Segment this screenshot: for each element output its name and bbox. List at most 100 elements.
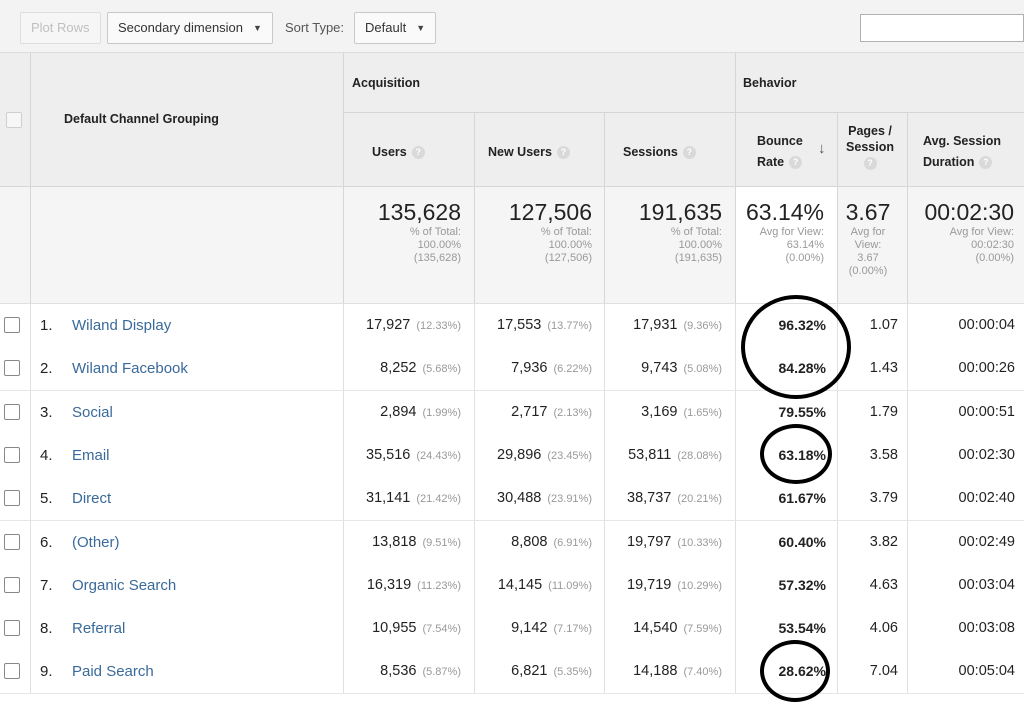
report-toolbar: Plot Rows Secondary dimension ▼ Sort Type… — [0, 0, 1024, 53]
channel-link[interactable]: Organic Search — [72, 576, 177, 594]
new-users-column-header[interactable]: New Users? — [488, 145, 570, 159]
help-icon[interactable]: ? — [411, 146, 425, 159]
bounce-rate-cell: 79.55% — [778, 403, 826, 420]
behavior-group-header: Behavior — [743, 76, 797, 90]
pages-session-cell: 3.58 — [869, 446, 898, 463]
table-row: 1. Wiland Display 17,927 (12.33%) 17,553 (13.… — [0, 304, 1024, 348]
row-number: 3. — [40, 403, 53, 421]
help-icon[interactable]: ? — [682, 146, 696, 159]
row-number: 6. — [40, 533, 53, 551]
channel-link[interactable]: Email — [72, 446, 110, 464]
plot-rows-button[interactable]: Plot Rows — [20, 12, 101, 44]
channel-link[interactable]: Referral — [72, 620, 126, 638]
row-checkbox[interactable] — [4, 576, 20, 593]
total-users: 135,628 % of Total: 100.00% (135,628) — [377, 199, 461, 264]
select-all-checkbox[interactable] — [6, 112, 22, 128]
row-checkbox[interactable] — [4, 403, 20, 420]
channel-link[interactable]: Wiland Facebook — [72, 360, 188, 378]
channel-link[interactable]: Social — [72, 403, 113, 421]
caret-down-icon: ▼ — [416, 23, 426, 33]
row-checkbox[interactable] — [4, 620, 20, 637]
row-checkbox[interactable] — [4, 446, 20, 463]
row-number: 2. — [40, 360, 53, 378]
pages-session-cell: 3.79 — [869, 490, 898, 507]
channel-link[interactable]: (Other) — [72, 533, 120, 551]
new-users-cell: 30,488 (23.91%) — [497, 490, 592, 507]
new-users-cell: 14,145 (11.09%) — [497, 576, 592, 593]
sessions-cell: 17,931 (9.36%) — [633, 317, 722, 333]
channel-link[interactable]: Direct — [72, 490, 112, 508]
bounce-rate-cell: 53.54% — [778, 620, 826, 637]
users-cell: 10,955 (7.54%) — [372, 620, 461, 637]
help-icon[interactable]: ? — [863, 157, 877, 170]
users-cell: 16,319 (11.23%) — [366, 576, 461, 593]
sessions-column-header[interactable]: Sessions? — [623, 145, 696, 159]
users-cell: 2,894 (1.99%) — [380, 403, 461, 420]
new-users-cell: 7,936 (6.22%) — [511, 360, 592, 377]
row-number: 9. — [40, 663, 53, 681]
row-number: 7. — [40, 576, 53, 594]
users-cell: 8,252 (5.68%) — [380, 360, 461, 377]
bounce-rate-column-header[interactable]: Bounce Rate? — [757, 134, 803, 169]
table-header — [0, 53, 1024, 186]
row-checkbox[interactable] — [4, 663, 20, 680]
pages-session-cell: 1.07 — [869, 317, 898, 333]
pages-session-cell: 7.04 — [869, 663, 898, 680]
dimension-header[interactable]: Default Channel Grouping — [64, 112, 219, 126]
new-users-cell: 6,821 (5.35%) — [511, 663, 592, 680]
total-sessions: 191,635 % of Total: 100.00% (191,635) — [638, 199, 722, 264]
total-duration: 00:02:30 Avg for View: 00:02:30 (0.00%) — [924, 199, 1014, 264]
table-search-input[interactable] — [860, 14, 1024, 42]
duration-cell: 00:05:04 — [958, 663, 1015, 680]
annotation-circle — [760, 424, 832, 484]
help-icon[interactable]: ? — [789, 156, 803, 169]
row-checkbox[interactable] — [4, 360, 20, 377]
channel-link[interactable]: Wiland Display — [72, 317, 172, 334]
acquisition-group-header: Acquisition — [352, 76, 421, 90]
row-number: 1. — [40, 317, 53, 334]
help-icon[interactable]: ? — [556, 146, 570, 159]
table-row: 9. Paid Search 8,536 (5.87%) 6,821 (5.35%) 14,… — [0, 650, 1024, 695]
sort-descending-icon[interactable]: ↓ — [818, 140, 826, 157]
sessions-cell: 14,540 (7.59%) — [633, 620, 722, 637]
pages-session-cell: 3.82 — [869, 533, 898, 550]
secondary-dimension-dropdown[interactable]: Secondary dimension ▼ — [107, 12, 273, 44]
duration-cell: 00:02:40 — [958, 490, 1015, 507]
channel-link[interactable]: Paid Search — [72, 663, 154, 681]
bounce-rate-cell: 61.67% — [778, 490, 826, 507]
pages-session-cell: 1.79 — [869, 403, 898, 420]
bounce-rate-cell: 60.40% — [778, 533, 826, 550]
users-column-header[interactable]: Users? — [372, 145, 425, 159]
table-row: 5. Direct 31,141 (21.42%) 30,488 (23.91%) 38,7… — [0, 477, 1024, 522]
row-checkbox[interactable] — [4, 490, 20, 507]
sort-type-label: Sort Type: — [285, 20, 345, 35]
sessions-cell: 3,169 (1.65%) — [641, 403, 722, 420]
duration-cell: 00:03:04 — [958, 576, 1015, 593]
caret-down-icon: ▼ — [253, 23, 262, 33]
bounce-rate-cell: 57.32% — [778, 576, 826, 593]
duration-column-header[interactable]: Avg. Session Duration? — [923, 134, 1002, 169]
table-row: 2. Wiland Facebook 8,252 (5.68%) 7,936 (6.22%… — [0, 347, 1024, 392]
new-users-cell: 8,808 (6.91%) — [511, 533, 592, 550]
duration-cell: 00:02:49 — [958, 533, 1015, 550]
sessions-cell: 53,811 (28.08%) — [628, 446, 722, 463]
new-users-cell: 9,142 (7.17%) — [511, 620, 592, 637]
sort-type-dropdown[interactable]: Default ▼ — [354, 12, 437, 44]
help-icon[interactable]: ? — [979, 156, 993, 169]
users-cell: 17,927 (12.33%) — [366, 317, 461, 333]
pages-session-cell: 1.43 — [869, 360, 898, 377]
pages-session-column-header[interactable]: Pages / Session? — [846, 124, 894, 170]
row-number: 5. — [40, 490, 53, 508]
users-cell: 13,818 (9.51%) — [372, 533, 461, 550]
sessions-cell: 19,797 (10.33%) — [627, 533, 722, 550]
total-bounce-rate: 63.14% Avg for View: 63.14% (0.00%) — [745, 199, 824, 264]
row-checkbox[interactable] — [4, 533, 20, 550]
duration-cell: 00:02:30 — [958, 446, 1015, 463]
row-number: 4. — [40, 446, 53, 464]
row-number: 8. — [40, 620, 53, 638]
duration-cell: 00:00:26 — [958, 360, 1015, 377]
row-checkbox[interactable] — [4, 317, 20, 333]
duration-cell: 00:00:51 — [958, 403, 1015, 420]
total-new-users: 127,506 % of Total: 100.00% (127,506) — [508, 199, 592, 264]
annotation-circle — [760, 640, 830, 702]
